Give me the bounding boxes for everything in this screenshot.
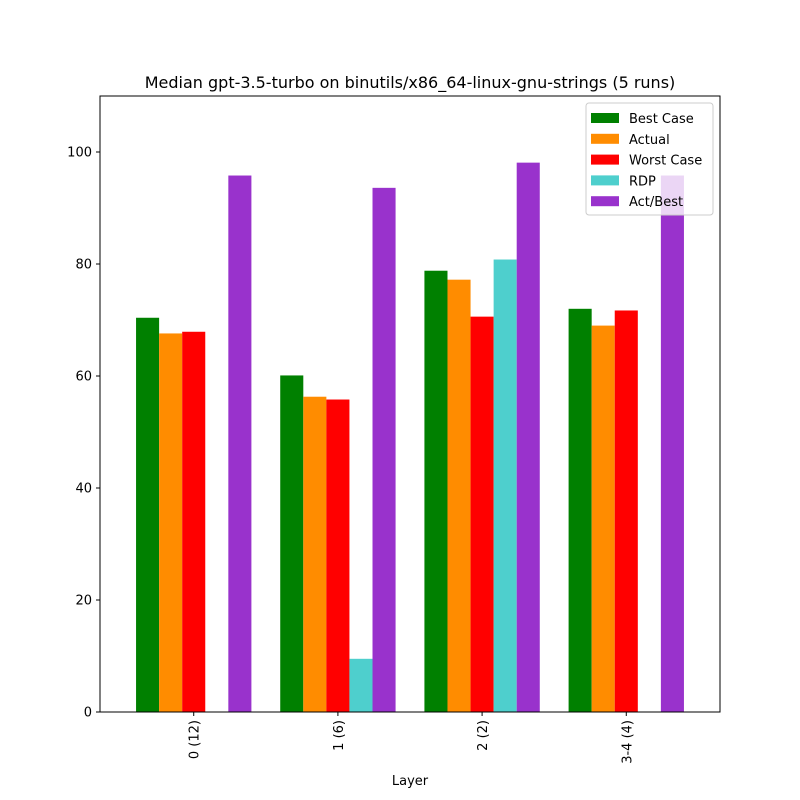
x-axis-title: Layer bbox=[392, 774, 429, 789]
bar-actual-2 bbox=[447, 279, 471, 712]
bar-rdp-2 bbox=[493, 259, 517, 712]
legend-swatch bbox=[591, 175, 619, 186]
bar-best-case-0 bbox=[136, 317, 160, 712]
y-tick-label: 0 bbox=[84, 706, 92, 721]
legend-swatch bbox=[591, 196, 619, 207]
x-axis: 0 (12) 1 (6) 2 (2) 3-4 (4) bbox=[188, 712, 635, 764]
bar-rdp-1 bbox=[349, 658, 373, 712]
bar-worst-case-0 bbox=[182, 331, 206, 712]
y-tick-label: 20 bbox=[75, 594, 92, 609]
x-tick-label: 1 (6) bbox=[332, 720, 347, 751]
y-axis: 0 20 40 60 80 100 bbox=[67, 146, 100, 721]
chart-title: Median gpt-3.5-turbo on binutils/x86_64-… bbox=[145, 73, 676, 93]
bar-act-best-0 bbox=[228, 175, 252, 712]
bar-act-best-3 bbox=[660, 175, 684, 712]
y-tick-label: 80 bbox=[75, 258, 92, 273]
bar-act-best-1 bbox=[372, 187, 396, 713]
legend-label: Worst Case bbox=[629, 154, 702, 169]
bars-group bbox=[136, 162, 684, 713]
bar-best-case-2 bbox=[424, 270, 448, 712]
bar-worst-case-1 bbox=[326, 399, 350, 712]
y-tick-label: 100 bbox=[67, 146, 92, 161]
x-tick-label: 2 (2) bbox=[476, 720, 491, 751]
bar-worst-case-3 bbox=[614, 310, 638, 712]
x-tick-label: 0 (12) bbox=[188, 720, 203, 759]
bar-best-case-3 bbox=[568, 308, 592, 712]
legend-label: Act/Best bbox=[629, 195, 683, 210]
legend: Best Case Actual Worst Case RDP Act/Best bbox=[585, 102, 714, 216]
y-tick-label: 60 bbox=[75, 370, 92, 385]
bar-actual-1 bbox=[303, 396, 327, 712]
legend-label: RDP bbox=[629, 174, 656, 189]
legend-swatch bbox=[591, 113, 619, 123]
bar-act-best-2 bbox=[516, 162, 540, 712]
bar-best-case-1 bbox=[280, 375, 304, 712]
legend-label: Best Case bbox=[629, 112, 694, 127]
bar-actual-0 bbox=[159, 333, 183, 712]
legend-swatch bbox=[591, 133, 619, 144]
x-tick-label: 3-4 (4) bbox=[620, 720, 635, 764]
y-tick-label: 40 bbox=[75, 482, 92, 497]
bar-actual-3 bbox=[591, 325, 615, 712]
legend-box bbox=[585, 102, 714, 216]
plot-frame bbox=[99, 95, 721, 713]
legend-swatch bbox=[591, 154, 619, 165]
legend-label: Actual bbox=[629, 133, 670, 148]
bar-worst-case-2 bbox=[470, 316, 494, 712]
